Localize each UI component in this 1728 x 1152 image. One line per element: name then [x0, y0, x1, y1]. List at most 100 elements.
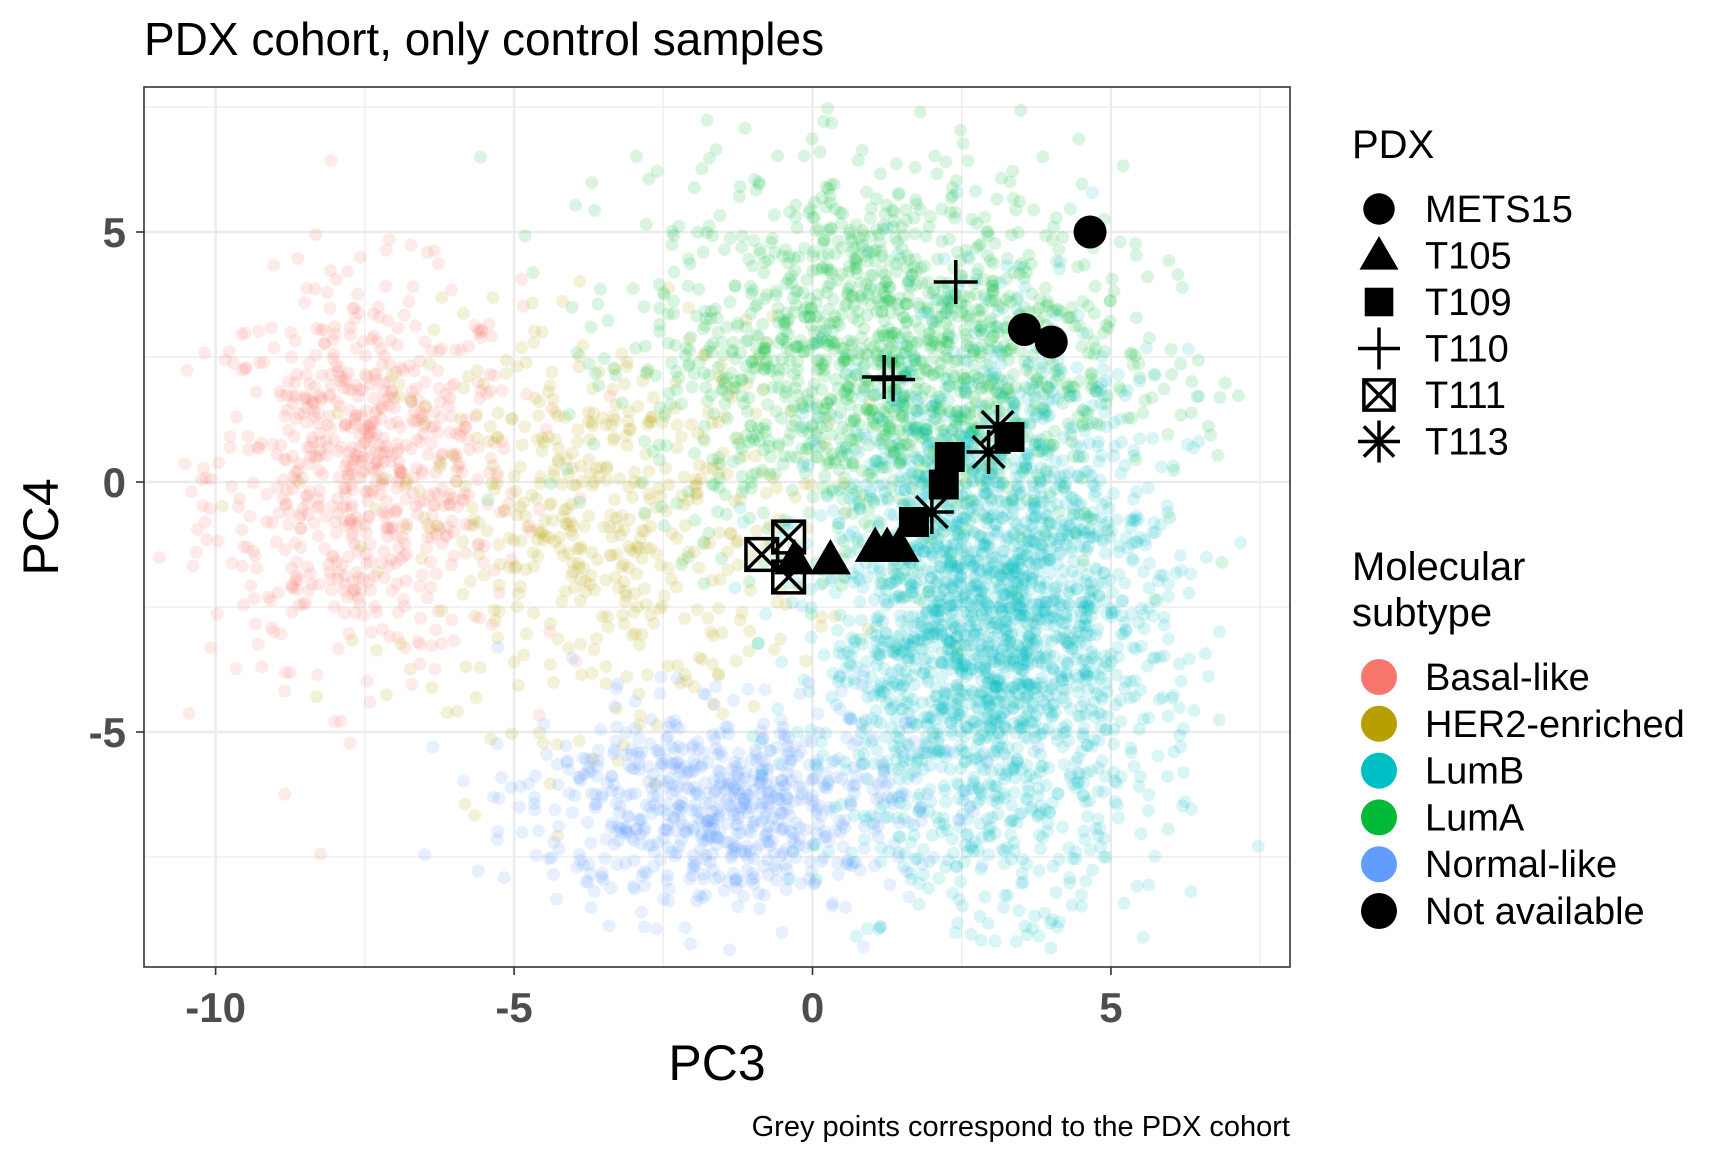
- subtype-point: [1014, 257, 1028, 271]
- subtype-point: [255, 660, 269, 674]
- subtype-point: [400, 473, 414, 487]
- subtype-point: [712, 370, 726, 384]
- subtype-point: [552, 453, 566, 467]
- subtype-point: [582, 509, 596, 523]
- subtype-point: [1009, 380, 1023, 394]
- subtype-point: [599, 418, 613, 432]
- subtype-point: [397, 549, 411, 563]
- subtype-point: [654, 558, 668, 572]
- subtype-point: [946, 886, 960, 900]
- subtype-point: [1175, 281, 1189, 295]
- subtype-point: [285, 482, 299, 496]
- subtype-point: [1157, 618, 1171, 632]
- subtype-point: [353, 428, 367, 442]
- subtype-point: [1076, 416, 1090, 430]
- subtype-point: [922, 585, 936, 599]
- subtype-point: [806, 490, 820, 504]
- subtype-point: [629, 545, 643, 559]
- subtype-point: [1056, 396, 1070, 410]
- subtype-point: [908, 161, 922, 175]
- subtype-point: [252, 324, 266, 338]
- subtype-point: [696, 245, 710, 259]
- subtype-point: [951, 309, 965, 323]
- subtype-point: [911, 393, 925, 407]
- subtype-point: [1185, 375, 1199, 389]
- subtype-point: [841, 388, 855, 402]
- subtype-point: [342, 382, 356, 396]
- subtype-point: [238, 326, 252, 340]
- subtype-point: [586, 479, 600, 493]
- subtype-point: [333, 361, 347, 375]
- subtype-point: [934, 356, 948, 370]
- subtype-point: [585, 666, 599, 680]
- subtype-point: [718, 488, 732, 502]
- subtype-point: [779, 597, 793, 611]
- subtype-point: [990, 192, 1004, 206]
- subtype-point: [982, 730, 996, 744]
- subtype-point: [863, 211, 877, 225]
- subtype-point: [962, 312, 976, 326]
- subtype-point: [568, 581, 582, 595]
- subtype-point: [199, 471, 213, 485]
- subtype-point: [531, 533, 545, 547]
- subtype-point: [781, 433, 795, 447]
- subtype-point: [391, 442, 405, 456]
- subtype-point: [863, 489, 877, 503]
- subtype-point: [584, 568, 598, 582]
- subtype-point: [820, 487, 834, 501]
- subtype-point: [729, 536, 743, 550]
- subtype-point: [872, 652, 886, 666]
- subtype-point: [303, 440, 317, 454]
- subtype-point: [895, 592, 909, 606]
- subtype-point: [1056, 230, 1070, 244]
- subtype-point: [581, 415, 595, 429]
- subtype-point: [650, 547, 664, 561]
- subtype-point: [1091, 784, 1105, 798]
- subtype-point: [302, 583, 316, 597]
- subtype-point: [858, 249, 872, 263]
- subtype-point: [750, 524, 764, 538]
- subtype-point: [420, 591, 434, 605]
- subtype-point: [549, 432, 563, 446]
- subtype-point: [385, 521, 399, 535]
- subtype-point: [715, 384, 729, 398]
- subtype-point: [874, 244, 888, 258]
- subtype-point: [353, 250, 367, 264]
- subtype-point: [876, 325, 890, 339]
- subtype-point: [697, 434, 711, 448]
- subtype-point: [715, 374, 729, 388]
- subtype-point: [1231, 389, 1245, 403]
- subtype-point: [280, 403, 294, 417]
- subtype-point: [1112, 650, 1126, 664]
- subtype-point: [1020, 857, 1034, 871]
- subtype-point: [629, 149, 643, 163]
- subtype-point: [710, 311, 724, 325]
- subtype-point: [340, 454, 354, 468]
- subtype-point: [365, 462, 379, 476]
- subtype-point: [370, 643, 384, 657]
- subtype-point: [910, 197, 924, 211]
- subtype-point: [814, 421, 828, 435]
- subtype-point: [698, 419, 712, 433]
- subtype-point: [1142, 878, 1156, 892]
- subtype-point: [937, 428, 951, 442]
- subtype-point: [729, 381, 743, 395]
- subtype-point: [441, 491, 455, 505]
- subtype-point: [752, 352, 766, 366]
- subtype-point: [828, 609, 842, 623]
- subtype-point: [809, 224, 823, 238]
- subtype-point: [222, 344, 236, 358]
- subtype-point: [425, 420, 439, 434]
- subtype-point: [702, 526, 716, 540]
- subtype-point: [1184, 885, 1198, 899]
- subtype-point: [636, 475, 650, 489]
- subtype-point: [383, 358, 397, 372]
- subtype-point: [1111, 368, 1125, 382]
- subtype-point: [902, 423, 916, 437]
- subtype-point: [502, 560, 516, 574]
- subtype-point: [747, 699, 761, 713]
- subtype-point: [341, 467, 355, 481]
- subtype-point: [338, 459, 352, 473]
- subtype-point: [285, 578, 299, 592]
- subtype-point: [456, 493, 470, 507]
